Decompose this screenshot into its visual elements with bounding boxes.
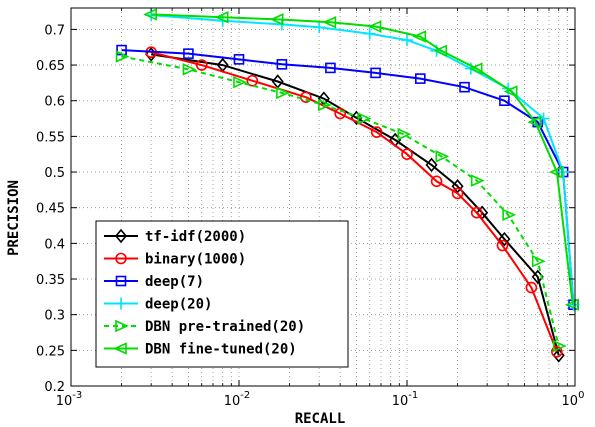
x-axis-title: RECALL xyxy=(295,411,346,427)
legend-box xyxy=(95,220,349,368)
data-point xyxy=(325,62,336,74)
data-point xyxy=(451,187,464,200)
data-point xyxy=(370,67,381,79)
legend: tf-idf(2000) binary(1000) deep(7) deep(20) D… xyxy=(95,220,349,368)
series-4 xyxy=(115,50,567,353)
data-point xyxy=(496,239,509,252)
data-point xyxy=(415,73,426,84)
data-point xyxy=(548,165,563,179)
data-point xyxy=(525,281,538,294)
x-tick-label: 100 xyxy=(562,390,585,409)
data-point xyxy=(182,63,197,76)
legend-marker xyxy=(115,297,127,310)
series-line xyxy=(150,51,558,353)
data-point xyxy=(531,254,546,268)
legend-entry: tf-idf(2000) xyxy=(104,228,246,245)
data-point xyxy=(318,98,332,112)
data-point xyxy=(143,8,157,21)
data-point xyxy=(334,107,346,120)
legend-label: DBN fine-tuned(20) xyxy=(145,342,297,358)
legend-marker xyxy=(115,319,129,333)
data-point xyxy=(397,127,412,141)
data-point xyxy=(552,339,567,353)
y-tick-label: 0.25 xyxy=(36,344,65,359)
y-tick-label: 0.5 xyxy=(44,166,65,181)
data-point xyxy=(233,54,245,65)
data-point xyxy=(269,13,284,26)
data-point xyxy=(300,91,312,103)
y-tick-label: 0.55 xyxy=(36,130,65,145)
data-point xyxy=(370,126,383,138)
y-tick-label: 0.65 xyxy=(36,59,65,74)
data-point xyxy=(357,112,372,125)
legend-entry: DBN fine-tuned(20) xyxy=(104,342,297,358)
legend-marker xyxy=(114,228,128,244)
y-tick-label: 0.3 xyxy=(44,309,65,324)
legend-entry: binary(1000) xyxy=(104,252,246,268)
data-point xyxy=(433,44,448,58)
legend-label: tf-idf(2000) xyxy=(145,229,246,245)
data-point xyxy=(551,345,563,358)
data-point xyxy=(498,231,511,247)
plot-frame xyxy=(70,7,576,387)
series-line xyxy=(151,14,575,305)
data-point xyxy=(313,21,326,34)
x-tick-label: 10-2 xyxy=(224,390,251,409)
data-point xyxy=(233,75,247,89)
data-point xyxy=(276,86,290,100)
x-tick-label: 10-1 xyxy=(392,390,419,409)
data-point xyxy=(564,298,579,311)
data-point xyxy=(115,50,130,63)
legend-marker xyxy=(115,275,127,287)
legend-entry: deep(7) xyxy=(104,274,204,290)
data-point xyxy=(183,48,194,59)
data-point xyxy=(195,59,208,71)
data-point xyxy=(435,150,450,163)
data-point xyxy=(459,81,470,93)
data-point xyxy=(401,34,413,47)
series-layer xyxy=(115,8,580,363)
data-point xyxy=(502,208,517,222)
data-point xyxy=(527,115,542,129)
data-point xyxy=(401,148,413,161)
data-point xyxy=(367,20,382,33)
data-point xyxy=(214,11,229,24)
legend-label: deep(20) xyxy=(145,297,212,313)
y-tick-label: 0.2 xyxy=(44,380,65,395)
data-point xyxy=(412,30,427,43)
series-5 xyxy=(143,8,579,311)
data-point xyxy=(430,175,443,188)
data-point xyxy=(470,206,483,219)
data-point xyxy=(322,16,337,29)
legend-entry: deep(20) xyxy=(104,297,212,313)
y-axis-title: PRECISION xyxy=(6,180,22,256)
legend-label: DBN pre-trained(20) xyxy=(145,319,305,335)
legend-marker xyxy=(113,342,127,355)
data-point xyxy=(363,27,376,40)
y-tick-label: 0.35 xyxy=(36,273,65,288)
data-point xyxy=(503,85,518,98)
data-point xyxy=(246,74,259,87)
legend-marker xyxy=(115,252,127,265)
axes: 10-3 10-2 10-1 1000.20.250.30.350.40.450.50… xyxy=(36,7,585,409)
series-line xyxy=(151,53,560,356)
data-point xyxy=(276,59,288,70)
y-tick-label: 0.4 xyxy=(44,237,65,252)
y-tick-label: 0.45 xyxy=(36,202,65,217)
y-tick-label: 0.6 xyxy=(44,95,65,110)
data-point xyxy=(470,174,485,187)
data-point xyxy=(350,110,363,126)
series-line xyxy=(121,49,575,305)
y-tick-label: 0.7 xyxy=(44,23,65,38)
legend-label: deep(7) xyxy=(145,274,204,290)
data-point xyxy=(557,166,570,179)
legend-label: binary(1000) xyxy=(145,252,246,268)
series-line xyxy=(151,13,574,305)
data-point xyxy=(425,157,438,173)
series-line xyxy=(121,55,560,347)
data-point xyxy=(499,95,510,107)
legend-entry: DBN pre-trained(20) xyxy=(104,319,305,335)
data-point xyxy=(468,62,483,75)
